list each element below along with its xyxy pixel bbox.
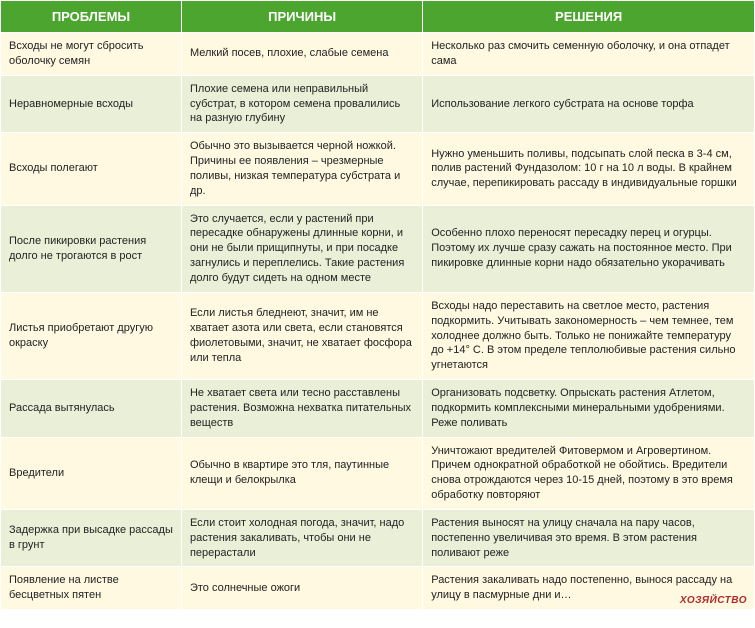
cell-problem: Вредители (1, 437, 182, 509)
cell-cause: Обычно это вызывается черной ножкой. При… (181, 133, 422, 205)
cell-solution: Уничтожают вредителей Фитовермом и Агров… (423, 437, 755, 509)
cell-problem: Рассада вытянулась (1, 380, 182, 438)
cell-cause: Плохие семена или неправильный субстрат,… (181, 75, 422, 133)
table-row: Появление на листве бесцветных пятен Это… (1, 567, 755, 610)
cell-solution: Несколько раз смочить семенную оболочку,… (423, 33, 755, 76)
cell-problem: Неравномерные всходы (1, 75, 182, 133)
cell-problem: После пикировки растения долго не трогаю… (1, 205, 182, 292)
cell-solution: Нужно уменьшить поливы, подсыпать слой п… (423, 133, 755, 205)
cell-cause: Мелкий посев, плохие, слабые семена (181, 33, 422, 76)
header-row: ПРОБЛЕМЫ ПРИЧИНЫ РЕШЕНИЯ (1, 1, 755, 33)
table-row: После пикировки растения долго не трогаю… (1, 205, 755, 292)
col-header-solutions: РЕШЕНИЯ (423, 1, 755, 33)
cell-solution: Использование легкого субстрата на основ… (423, 75, 755, 133)
table-body: Всходы не могут сбросить оболочку семян … (1, 33, 755, 610)
table-row: Задержка при высадке рассады в грунт Есл… (1, 509, 755, 567)
table-row: Всходы не могут сбросить оболочку семян … (1, 33, 755, 76)
cell-cause: Это случается, если у растений при перес… (181, 205, 422, 292)
watermark-text: ХОЗЯЙСТВО (680, 595, 747, 606)
cell-problem: Листья приобретают другую окраску (1, 292, 182, 379)
cell-problem: Появление на листве бесцветных пятен (1, 567, 182, 610)
table-row: Листья приобретают другую окраску Если л… (1, 292, 755, 379)
cell-problem: Всходы полегают (1, 133, 182, 205)
col-header-problems: ПРОБЛЕМЫ (1, 1, 182, 33)
cell-solution: Организовать подсветку. Опрыскать растен… (423, 380, 755, 438)
table-row: Неравномерные всходы Плохие семена или н… (1, 75, 755, 133)
cell-cause: Не хватает света или тесно расставлены р… (181, 380, 422, 438)
cell-cause: Если стоит холодная погода, значит, надо… (181, 509, 422, 567)
col-header-causes: ПРИЧИНЫ (181, 1, 422, 33)
cell-problem: Задержка при высадке рассады в грунт (1, 509, 182, 567)
cell-solution: Всходы надо переставить на светлое место… (423, 292, 755, 379)
cell-solution: Особенно плохо переносят пересадку перец… (423, 205, 755, 292)
cell-solution: Растения выносят на улицу сначала на пар… (423, 509, 755, 567)
table-row: Всходы полегают Обычно это вызывается че… (1, 133, 755, 205)
cell-cause: Обычно в квартире это тля, паутинные кле… (181, 437, 422, 509)
cell-cause: Если листья бледнеют, значит, им не хват… (181, 292, 422, 379)
table-row: Вредители Обычно в квартире это тля, пау… (1, 437, 755, 509)
problems-table: ПРОБЛЕМЫ ПРИЧИНЫ РЕШЕНИЯ Всходы не могут… (0, 0, 755, 610)
table-row: Рассада вытянулась Не хватает света или … (1, 380, 755, 438)
cell-problem: Всходы не могут сбросить оболочку семян (1, 33, 182, 76)
cell-cause: Это солнечные ожоги (181, 567, 422, 610)
